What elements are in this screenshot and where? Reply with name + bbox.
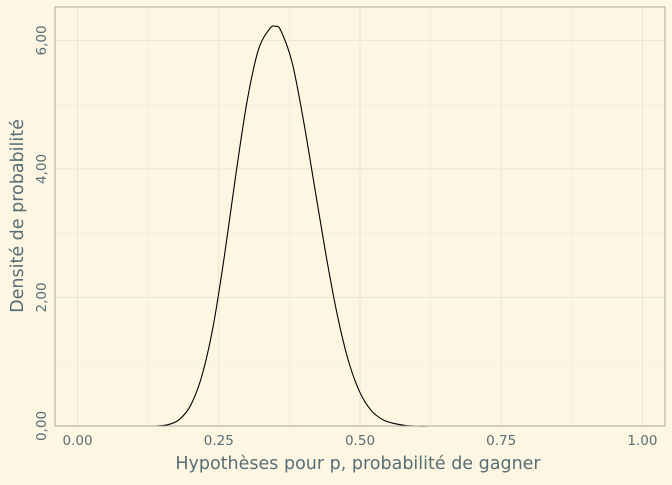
y-tick-label: 0,00	[34, 411, 50, 441]
panel-border	[54, 6, 666, 427]
x-tick-label: 0.75	[486, 433, 516, 449]
y-tick-labels: 0,00 2,00 4,00 6,00	[34, 25, 50, 441]
density-curve-layer	[156, 25, 428, 427]
grid-lines	[55, 7, 665, 427]
y-tick-label: 6,00	[34, 25, 50, 55]
x-axis-label: Hypothèses pour p, probabilité de gagner	[175, 454, 541, 474]
y-axis-label: Densité de probabilité	[8, 119, 28, 313]
x-tick-label: 1.00	[627, 433, 657, 449]
density-curve	[156, 25, 428, 427]
y-tick-label: 4,00	[34, 154, 50, 184]
x-tick-label: 0.00	[63, 433, 93, 449]
x-tick-label: 0.25	[204, 433, 234, 449]
y-tick-label: 2,00	[34, 282, 50, 312]
x-tick-labels: 0.00 0.25 0.50 0.75 1.00	[63, 433, 658, 449]
x-tick-label: 0.50	[345, 433, 375, 449]
